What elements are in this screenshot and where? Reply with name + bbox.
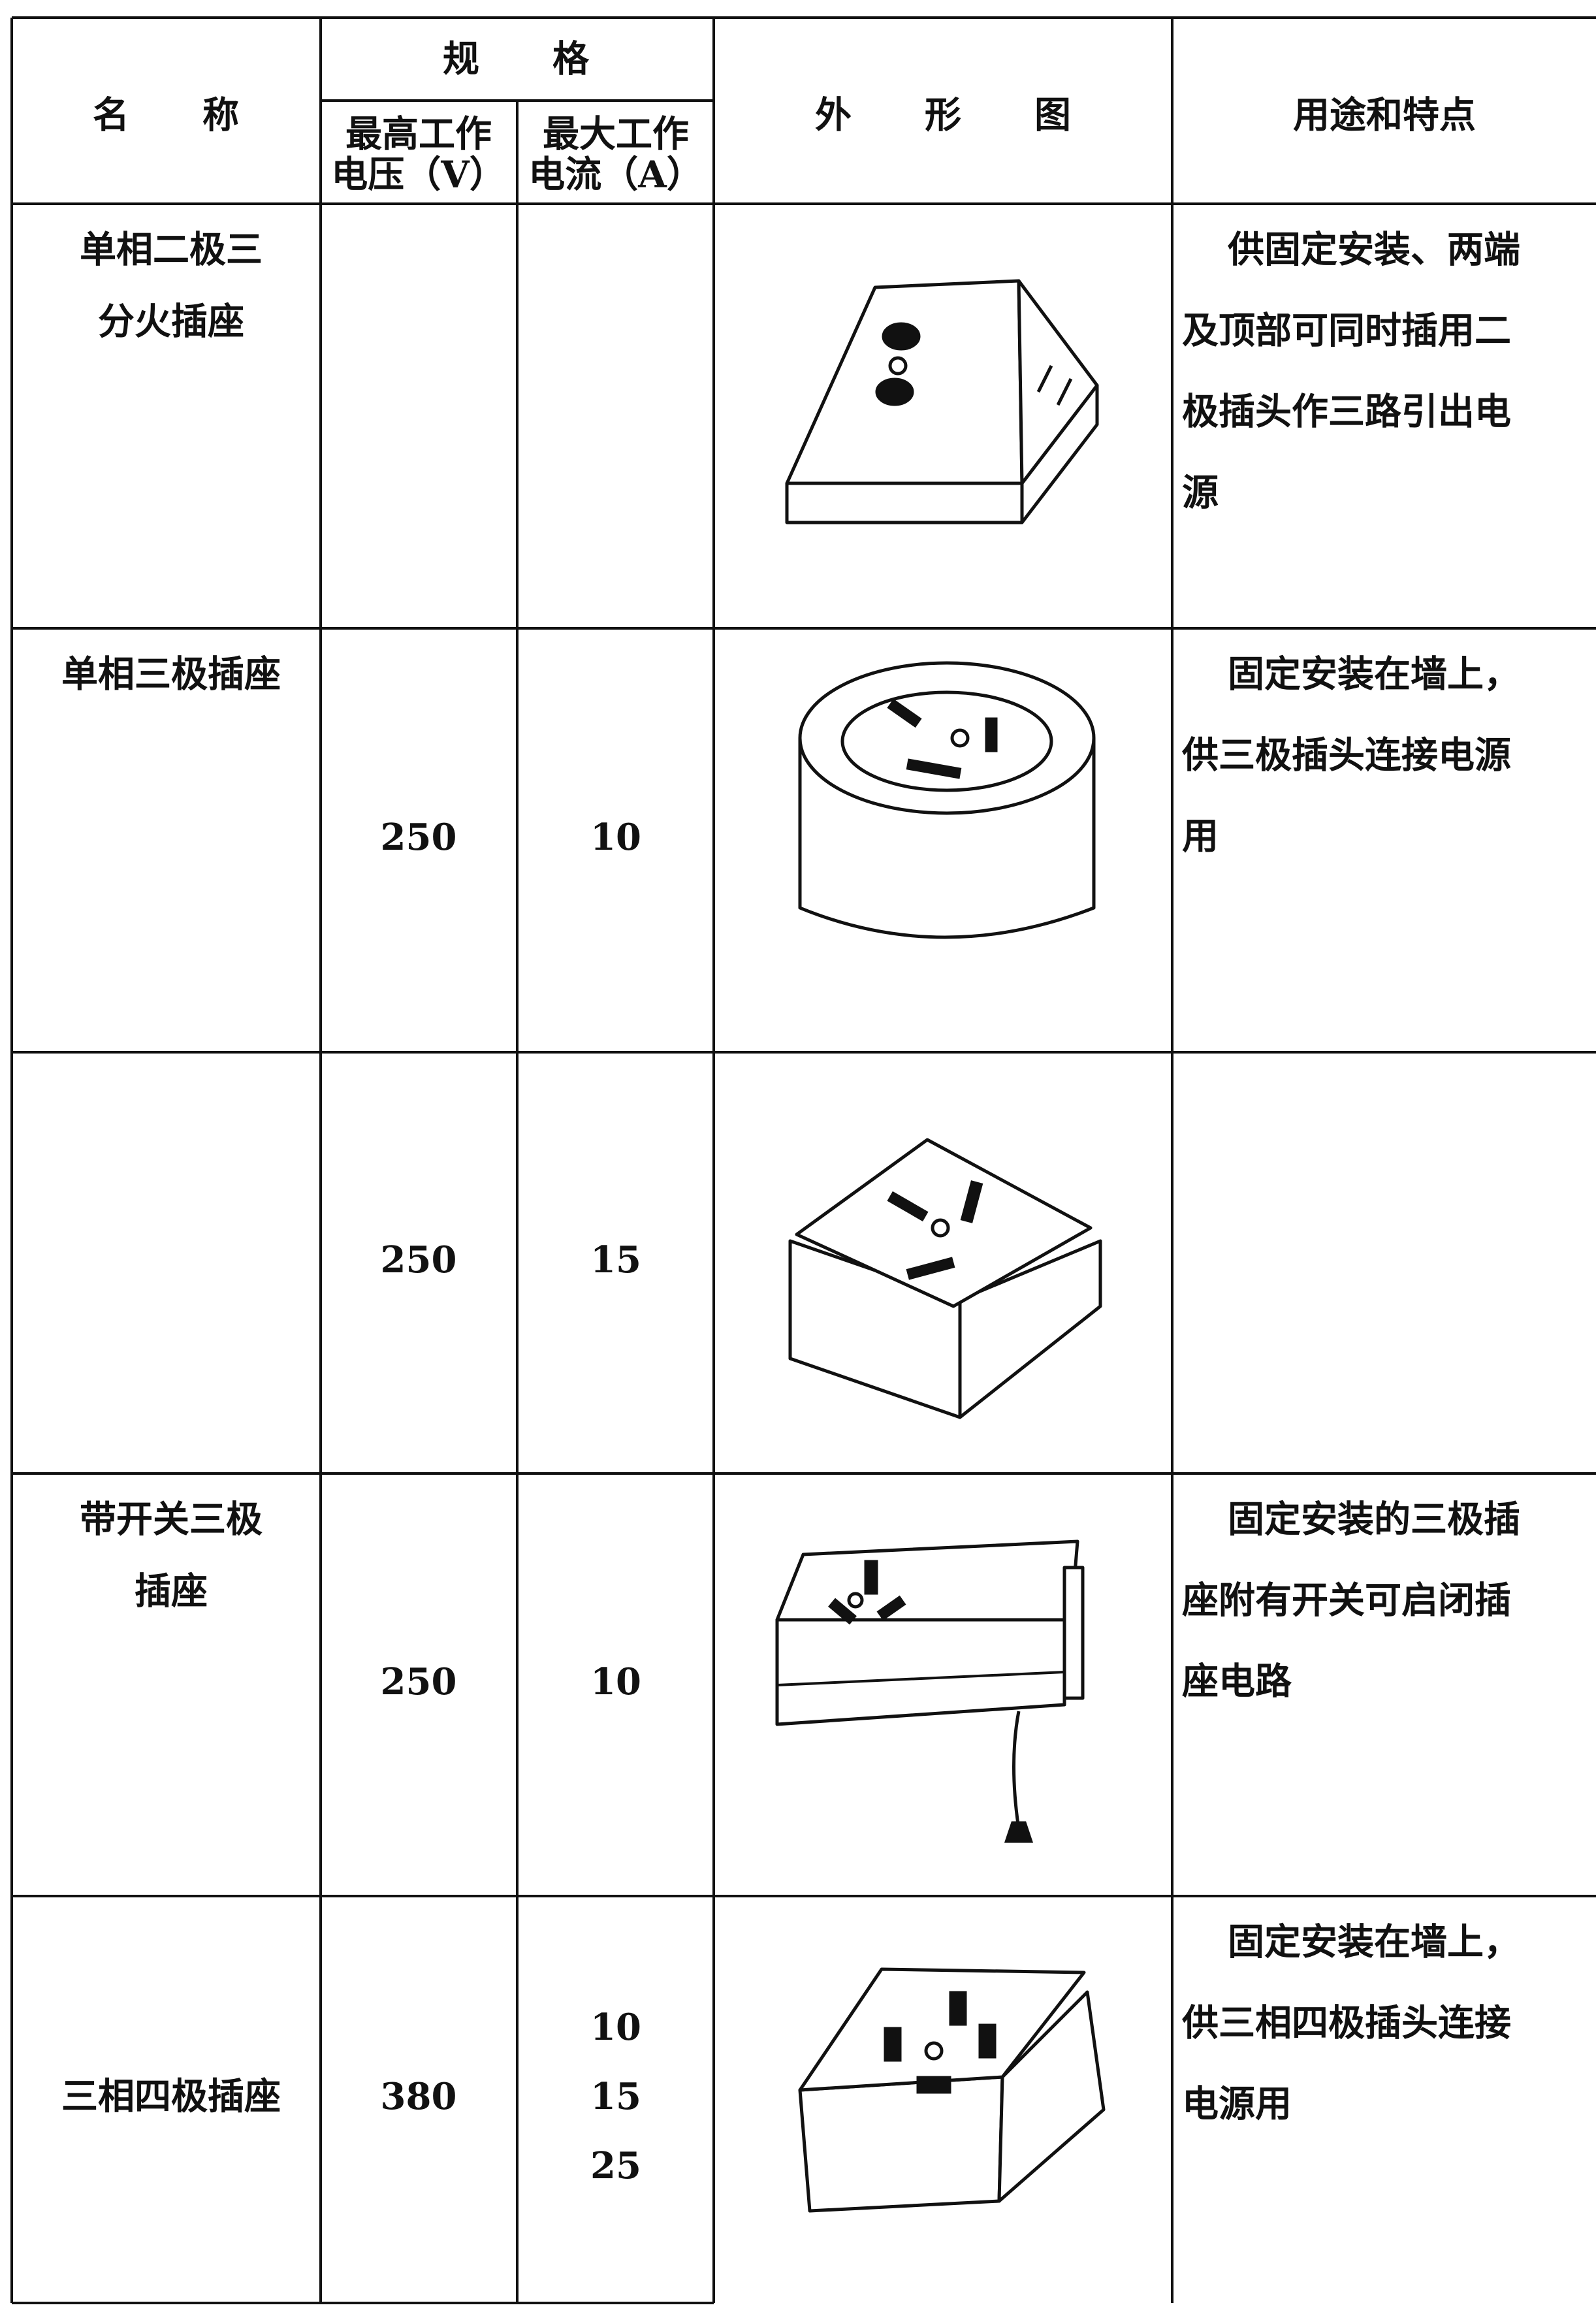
row-current: 10 [590, 2006, 641, 2049]
header-name: 名 称 [93, 94, 239, 137]
row-name: 插座 [135, 1570, 208, 1613]
row-current: 10 [590, 1660, 641, 1703]
header-texts: 名 称 规 格 最高工作 电压（V） 最大工作 电流（A） 外 形 图 用途和特… [93, 38, 1476, 197]
row-usage: 固定安装在墙上， [1228, 1921, 1520, 1964]
row-voltage: 250 [381, 1660, 457, 1703]
row-name: 三相四极插座 [61, 2075, 281, 2118]
socket-figure [788, 1138, 1102, 1419]
header-usage: 用途和特点 [1293, 94, 1476, 137]
row-name: 单相二极三 [80, 229, 263, 272]
socket-figure [785, 279, 1099, 524]
row-current: 15 [590, 1238, 641, 1281]
row-usage: 及顶部可同时插用二 [1182, 310, 1511, 353]
row-usage: 电源用 [1182, 2083, 1292, 2126]
socket-figure [798, 661, 1096, 939]
row-name: 单相三极插座 [61, 653, 281, 696]
row-usage: 用 [1182, 815, 1219, 858]
row-current: 15 [590, 2075, 641, 2118]
header-voltage: 最高工作 [345, 113, 492, 156]
row-voltage: 380 [381, 2075, 457, 2118]
row-voltage: 250 [381, 1238, 457, 1281]
row-usage: 固定安装在墙上， [1228, 653, 1520, 696]
socket-figure [798, 1967, 1106, 2213]
socket-figure [775, 1539, 1085, 1843]
header-figure: 外 形 图 [815, 94, 1071, 137]
row-voltage: 250 [381, 816, 457, 859]
table-rules [10, 16, 1596, 2304]
header-current: 电流（A） [528, 153, 703, 197]
row-usage: 供固定安装、两端 [1228, 229, 1520, 272]
header-voltage: 电压（V） [331, 153, 505, 197]
row-usage: 座电路 [1182, 1660, 1292, 1703]
row-usage: 供三相四极插头连接 [1182, 2002, 1511, 2045]
header-spec: 规 格 [443, 38, 590, 81]
row-name: 分火插座 [98, 300, 244, 344]
figure-drawings [775, 279, 1106, 2213]
row-name: 带开关三极 [80, 1498, 263, 1541]
row-current: 10 [590, 816, 641, 859]
row-usage: 固定安装的三极插 [1228, 1498, 1520, 1541]
row-usage: 源 [1182, 472, 1219, 515]
row-usage: 座附有开关可启闭插 [1182, 1579, 1511, 1622]
header-current: 最大工作 [543, 113, 689, 156]
row-current: 25 [590, 2144, 641, 2187]
row-usage: 供三极插头连接电源 [1182, 734, 1511, 777]
row-usage: 极插头作三路引出电 [1182, 391, 1511, 434]
